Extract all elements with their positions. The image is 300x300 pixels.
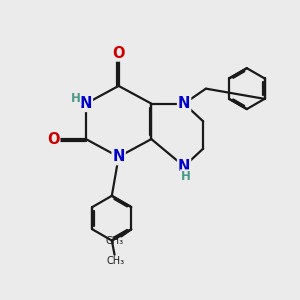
- Text: N: N: [80, 96, 92, 111]
- Text: CH₃: CH₃: [105, 236, 124, 246]
- Text: O: O: [112, 46, 125, 61]
- Text: H: H: [70, 92, 80, 105]
- Text: N: N: [178, 96, 190, 111]
- Text: O: O: [47, 132, 59, 147]
- Text: N: N: [178, 159, 190, 174]
- Text: CH₃: CH₃: [106, 256, 124, 266]
- Text: H: H: [181, 170, 190, 183]
- Text: N: N: [112, 149, 125, 164]
